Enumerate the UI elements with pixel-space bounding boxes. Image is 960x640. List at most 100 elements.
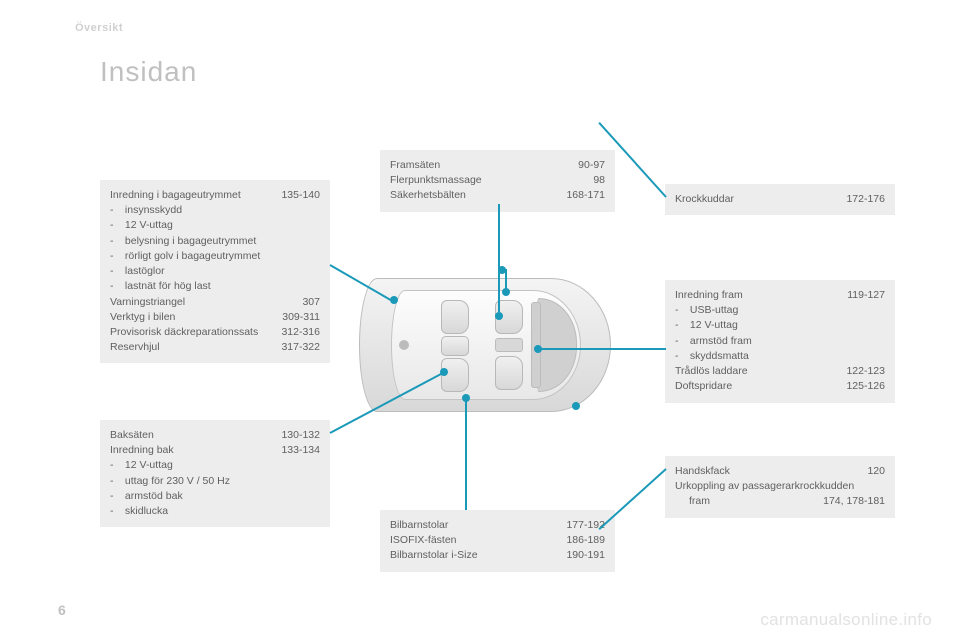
callout-item: ISOFIX-fästen186-189 xyxy=(390,533,605,548)
callout-item: Varningstriangel307 xyxy=(110,295,320,310)
callout-item-label: Trådlös laddare xyxy=(675,364,846,379)
center-console xyxy=(495,338,523,352)
callout-item: Inredning bak133-134 xyxy=(110,443,320,458)
callout-item-label: Inredning i bagageutrymmet xyxy=(110,188,281,203)
leader-dot xyxy=(440,368,448,376)
callout-item-label: Framsäten xyxy=(390,158,578,173)
callout-item: Provisorisk däckreparationssats312-316 xyxy=(110,325,320,340)
callout-item: Säkerhetsbälten168-171 xyxy=(390,188,605,203)
callout-child-seats: Bilbarnstolar177-192ISOFIX-fästen186-189… xyxy=(380,510,615,572)
callout-item-label: Bilbarnstolar i-Size xyxy=(390,548,566,563)
callout-item-pages: 312-316 xyxy=(281,325,320,340)
leader-dot xyxy=(572,402,580,410)
callout-subitem: rörligt golv i bagageutrymmet xyxy=(110,249,320,264)
callout-subitem: skyddsmatta xyxy=(675,349,885,364)
callout-item-label: Säkerhetsbälten xyxy=(390,188,566,203)
callout-item-label: Inredning bak xyxy=(110,443,281,458)
leader-dot xyxy=(495,312,503,320)
callout-item: Flerpunktsmassage98 xyxy=(390,173,605,188)
callout-item-pages: 168-171 xyxy=(566,188,605,203)
callout-item: Bilbarnstolar i-Size190-191 xyxy=(390,548,605,563)
callout-rear: Baksäten130-132Inredning bak133-134 12 V… xyxy=(100,420,330,527)
callout-item-pages: 177-192 xyxy=(566,518,605,533)
callout-item: Krockkuddar172-176 xyxy=(675,192,885,207)
callout-item-pages: 135-140 xyxy=(281,188,320,203)
callout-item: Inredning i bagageutrymmet135-140 xyxy=(110,188,320,203)
callout-item-label: Verktyg i bilen xyxy=(110,310,282,325)
seat-rear-middle xyxy=(441,336,469,356)
callout-item-label: Doftspridare xyxy=(675,379,846,394)
callout-item-pages: 186-189 xyxy=(566,533,605,548)
callout-item-pages: 133-134 xyxy=(281,443,320,458)
callout-item-label: Varningstriangel xyxy=(110,295,302,310)
callout-glovebox: Handskfack120Urkoppling av passagerarkro… xyxy=(665,456,895,518)
callout-item-pages: 307 xyxy=(302,295,320,310)
callout-item-pages: 190-191 xyxy=(566,548,605,563)
page-number: 6 xyxy=(58,602,66,618)
callout-sublist: 12 V-uttag uttag för 230 V / 50 Hz armst… xyxy=(110,458,320,519)
callout-item-label: Inredning fram xyxy=(675,288,847,303)
callout-item: Verktyg i bilen309-311 xyxy=(110,310,320,325)
leader-line xyxy=(598,468,666,530)
callout-item-pages: 90-97 xyxy=(578,158,605,173)
callout-item: Baksäten130-132 xyxy=(110,428,320,443)
seat-front-right xyxy=(495,356,523,390)
car-top-view-diagram xyxy=(345,240,625,450)
callout-subitem: lastöglor xyxy=(110,264,320,279)
leader-dot xyxy=(502,288,510,296)
callout-item-label: Handskfack xyxy=(675,464,867,479)
leader-dot xyxy=(534,345,542,353)
callout-subitem: 12 V-uttag xyxy=(110,218,320,233)
callout-item: fram174, 178-181 xyxy=(675,494,885,509)
callout-item: Urkoppling av passagerarkrockkudden xyxy=(675,479,885,494)
callout-front-seats: Framsäten90-97Flerpunktsmassage98Säkerhe… xyxy=(380,150,615,212)
callout-item: Framsäten90-97 xyxy=(390,158,605,173)
callout-item-pages: 120 xyxy=(867,464,885,479)
callout-item-pages: 309-311 xyxy=(282,310,320,325)
section-header: Översikt xyxy=(75,22,123,34)
callout-item: Bilbarnstolar177-192 xyxy=(390,518,605,533)
callout-item: Trådlös laddare122-123 xyxy=(675,364,885,379)
callout-sublist: USB-uttag 12 V-uttag armstöd fram skydds… xyxy=(675,303,885,364)
callout-item: Inredning fram119-127 xyxy=(675,288,885,303)
callout-item: Reservhjul317-322 xyxy=(110,340,320,355)
callout-subitem: armstöd fram xyxy=(675,334,885,349)
callout-trunk: Inredning i bagageutrymmet135-140 insyns… xyxy=(100,180,330,363)
leader-line xyxy=(498,204,500,312)
callout-subitem: lastnät för hög last xyxy=(110,279,320,294)
watermark: carmanualsonline.info xyxy=(760,610,932,630)
callout-front-interior: Inredning fram119-127 USB-uttag 12 V-utt… xyxy=(665,280,895,403)
leader-dot xyxy=(390,296,398,304)
callout-item-label: ISOFIX-fästen xyxy=(390,533,566,548)
callout-item-label: Krockkuddar xyxy=(675,192,846,207)
callout-subitem: skidlucka xyxy=(110,504,320,519)
page-title: Insidan xyxy=(100,56,197,88)
callout-item-pages: 172-176 xyxy=(846,192,885,207)
seat-rear-left xyxy=(441,300,469,334)
callout-subitem: belysning i bagageutrymmet xyxy=(110,234,320,249)
callout-item-pages: 122-123 xyxy=(846,364,885,379)
callout-airbags: Krockkuddar172-176 xyxy=(665,184,895,215)
callout-subitem: 12 V-uttag xyxy=(675,318,885,333)
callout-item-label: Flerpunktsmassage xyxy=(390,173,593,188)
callout-subitem: uttag för 230 V / 50 Hz xyxy=(110,474,320,489)
trunk-marker xyxy=(399,340,409,350)
callout-item-pages: 125-126 xyxy=(846,379,885,394)
leader-line xyxy=(465,400,467,510)
callout-item-label: Bilbarnstolar xyxy=(390,518,566,533)
callout-item-pages: 119-127 xyxy=(847,288,885,303)
callout-item-pages: 130-132 xyxy=(281,428,320,443)
callout-sublist: insynsskydd 12 V-uttag belysning i bagag… xyxy=(110,203,320,294)
callout-subitem: USB-uttag xyxy=(675,303,885,318)
callout-subitem: 12 V-uttag xyxy=(110,458,320,473)
callout-subitem: armstöd bak xyxy=(110,489,320,504)
callout-item: Doftspridare125-126 xyxy=(675,379,885,394)
callout-item-pages: 98 xyxy=(593,173,605,188)
leader-dot xyxy=(462,394,470,402)
leader-dot xyxy=(498,266,506,274)
callout-item-label: Provisorisk däckreparationssats xyxy=(110,325,281,340)
callout-item: Handskfack120 xyxy=(675,464,885,479)
callout-item-pages: 317-322 xyxy=(281,340,320,355)
callout-subitem: insynsskydd xyxy=(110,203,320,218)
callout-item-label: Baksäten xyxy=(110,428,281,443)
